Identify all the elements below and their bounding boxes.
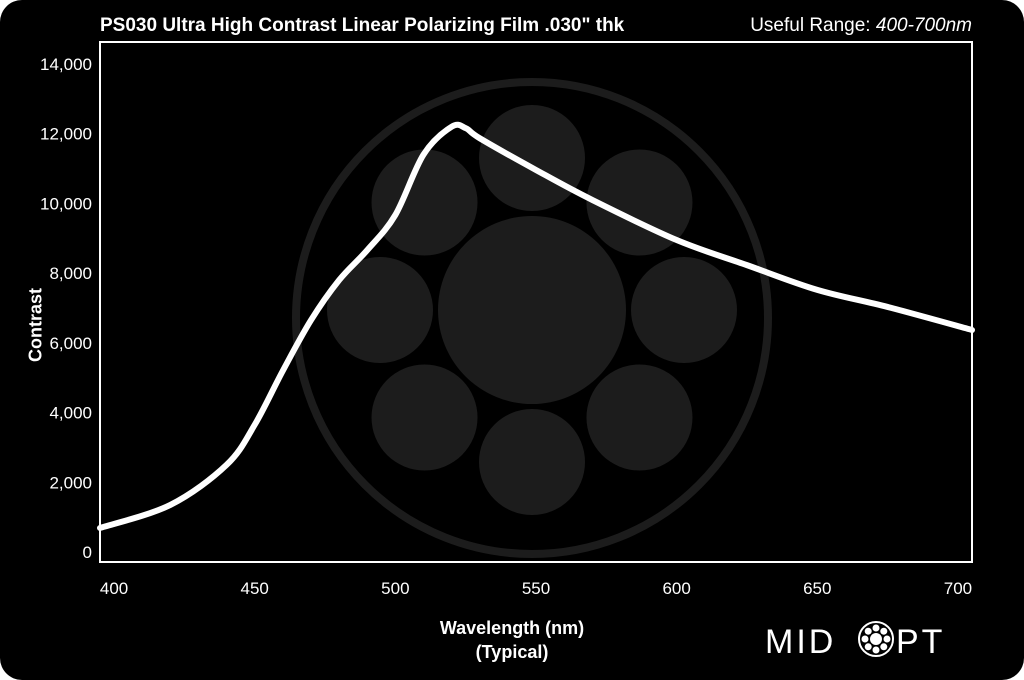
x-tick-label: 500 xyxy=(381,579,409,598)
x-tick-label: 700 xyxy=(944,579,972,598)
x-tick-label: 550 xyxy=(522,579,550,598)
y-tick-label: 8,000 xyxy=(49,264,92,283)
y-tick-label: 14,000 xyxy=(40,55,92,74)
x-axis-label-line2: (Typical) xyxy=(475,642,549,662)
y-tick-label: 10,000 xyxy=(40,194,92,213)
series-line-ps030 xyxy=(97,121,975,531)
useful-range: Useful Range: 400-700nm xyxy=(750,15,972,37)
x-tick-label: 450 xyxy=(241,579,269,598)
y-tick-label: 12,000 xyxy=(40,125,92,144)
x-axis-label: Wavelength (nm) (Typical) xyxy=(440,616,584,664)
watermark-dot xyxy=(371,149,478,256)
watermark-logo xyxy=(292,78,772,558)
watermark-dot xyxy=(586,149,693,256)
y-axis-label: Contrast xyxy=(25,287,46,363)
watermark-dot xyxy=(479,409,585,515)
watermark-dot xyxy=(479,105,585,211)
range-label: Useful Range: xyxy=(750,15,876,36)
y-tick-label: 2,000 xyxy=(49,473,92,492)
watermark-dot xyxy=(631,257,737,363)
y-tick-label: 0 xyxy=(83,543,92,562)
range-value: 400-700nm xyxy=(875,15,972,36)
x-tick-label: 650 xyxy=(803,579,831,598)
watermark-dot xyxy=(371,364,478,471)
y-tick-label: 4,000 xyxy=(49,404,92,423)
chart-title: PS030 Ultra High Contrast Linear Polariz… xyxy=(100,15,625,36)
y-tick-label: 6,000 xyxy=(49,334,92,353)
watermark-dot xyxy=(586,364,693,471)
x-tick-label: 400 xyxy=(100,579,128,598)
x-tick-label: 600 xyxy=(662,579,690,598)
plot-frame xyxy=(99,41,973,563)
watermark-dot xyxy=(327,257,433,363)
x-axis-label-line1: Wavelength (nm) xyxy=(439,618,585,638)
